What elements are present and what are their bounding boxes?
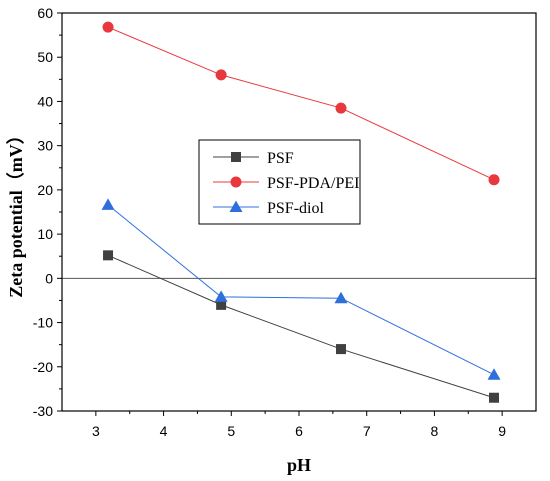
series-psf-diol xyxy=(101,198,501,380)
data-point-psf-diol xyxy=(214,290,228,302)
legend-box xyxy=(198,139,361,225)
x-tick-label: 6 xyxy=(295,423,303,439)
y-tick-label: -20 xyxy=(33,359,53,375)
x-tick-label: 7 xyxy=(363,423,371,439)
x-tick-label: 3 xyxy=(92,423,100,439)
x-tick-label: 4 xyxy=(160,423,168,439)
y-tick-label: 60 xyxy=(37,5,53,21)
legend-marker-psf-diol xyxy=(229,200,243,212)
legend-label-psf-diol: PSF-diol xyxy=(267,200,324,217)
legend-label-psf: PSF xyxy=(267,150,294,167)
data-point-psf-pda-pei xyxy=(488,174,500,186)
legend-label-psf-pda-pei: PSF-PDA/PEI xyxy=(267,175,359,192)
data-point-psf-pda-pei xyxy=(215,69,227,81)
data-point-psf xyxy=(335,344,346,355)
data-point-psf xyxy=(216,299,227,310)
y-tick-label: 10 xyxy=(37,226,53,242)
legend-marker-psf-pda-pei xyxy=(230,176,242,188)
y-tick-label: 20 xyxy=(37,182,53,198)
x-axis-label: pH xyxy=(287,455,311,475)
y-tick-label: 40 xyxy=(37,93,53,109)
data-point-psf-pda-pei xyxy=(335,102,347,114)
series-line-psf-pda-pei xyxy=(107,26,495,181)
y-tick-label: -10 xyxy=(33,315,53,331)
y-tick-label: 30 xyxy=(37,138,53,154)
legend-marker-psf xyxy=(231,152,241,162)
y-tick-label: -30 xyxy=(33,403,53,419)
legend: PSF PSF-PDA/PEI PSF-diol xyxy=(198,139,361,225)
axes: 3 4 5 6 7 8 9 -30 -20 -10 0 10 20 30 40 50 60 xyxy=(33,5,537,439)
series-line-psf xyxy=(107,254,495,399)
series-psf xyxy=(103,250,500,403)
data-point-psf-pda-pei xyxy=(102,21,114,33)
x-tick-label: 8 xyxy=(431,423,439,439)
data-point-psf xyxy=(103,250,114,261)
data-point-psf-diol xyxy=(487,368,501,380)
series-line-psf-diol xyxy=(107,204,495,376)
y-tick-label: 50 xyxy=(37,49,53,65)
x-tick-label: 9 xyxy=(498,423,506,439)
data-point-psf-diol xyxy=(334,291,348,304)
y-axis-label: Zeta potential（mV） xyxy=(6,126,26,297)
x-tick-label: 5 xyxy=(227,423,235,439)
series-psf-pda-pei xyxy=(102,21,500,186)
data-point-psf-diol xyxy=(101,198,115,210)
y-tick-label: 0 xyxy=(45,270,53,286)
series-layer xyxy=(101,21,501,403)
data-point-psf xyxy=(489,392,500,403)
